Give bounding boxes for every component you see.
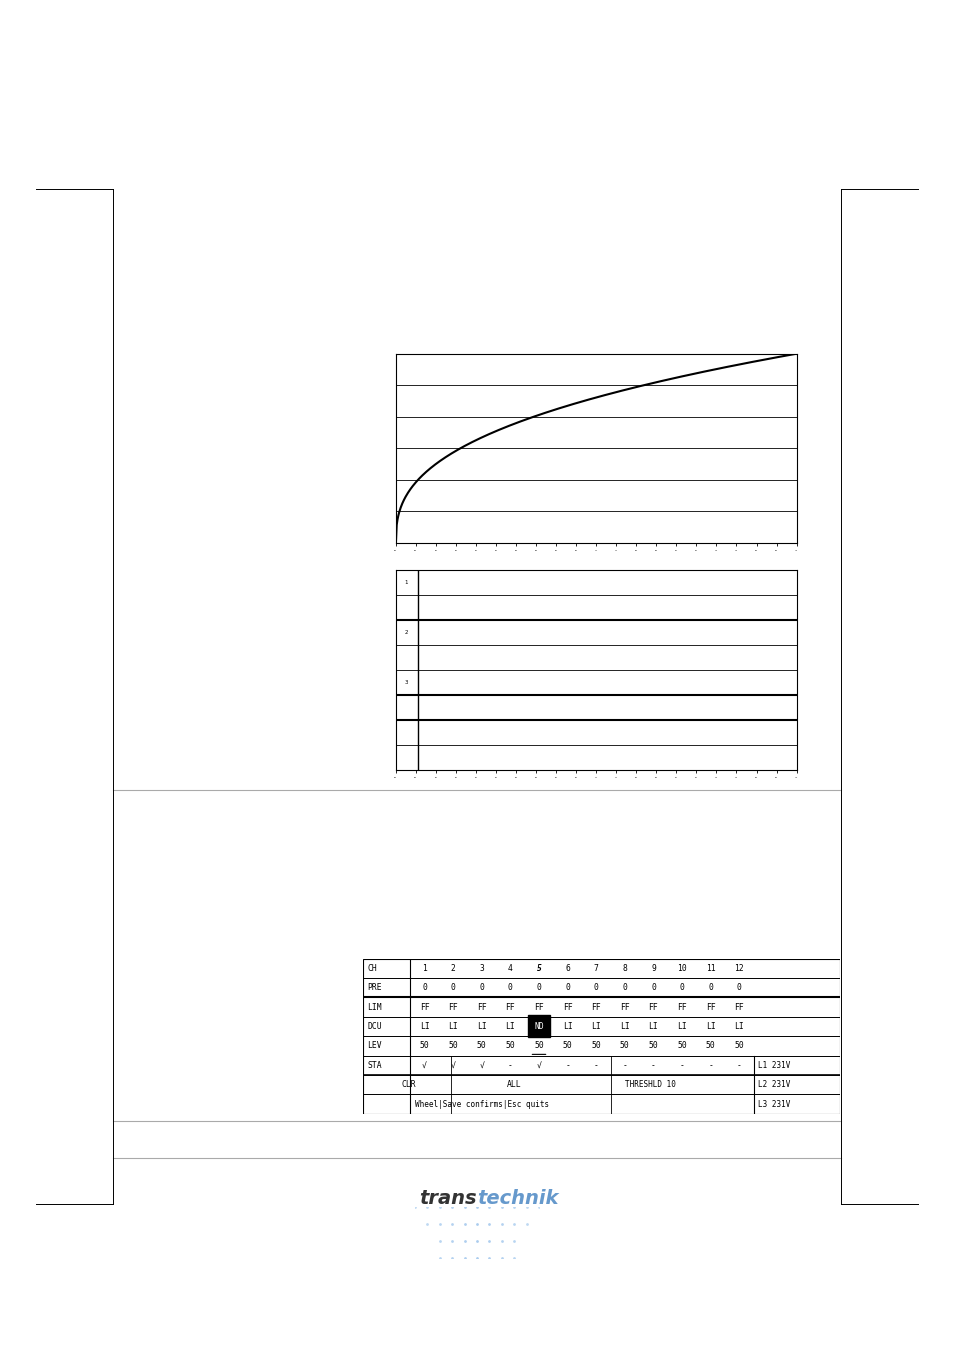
Text: 11: 11 <box>705 964 715 973</box>
Text: FF: FF <box>476 1003 486 1011</box>
Text: FF: FF <box>591 1003 600 1011</box>
Text: L3 231V: L3 231V <box>758 1099 790 1108</box>
Text: 4: 4 <box>507 964 513 973</box>
Text: 50: 50 <box>505 1041 515 1050</box>
Text: FF: FF <box>562 1003 572 1011</box>
Text: ND: ND <box>534 1022 543 1031</box>
Text: 50: 50 <box>619 1041 629 1050</box>
Text: -: - <box>736 1061 741 1069</box>
Text: 0: 0 <box>536 983 541 992</box>
Text: 0: 0 <box>707 983 713 992</box>
Text: 5: 5 <box>536 964 541 973</box>
Text: 50: 50 <box>476 1041 486 1050</box>
Text: LI: LI <box>419 1022 429 1031</box>
Text: L1 231V: L1 231V <box>758 1061 790 1069</box>
Text: 0: 0 <box>507 983 513 992</box>
Text: -: - <box>707 1061 713 1069</box>
Text: 12: 12 <box>734 964 743 973</box>
Text: 1: 1 <box>421 964 427 973</box>
Text: 0: 0 <box>593 983 598 992</box>
Text: 0: 0 <box>421 983 427 992</box>
Text: LI: LI <box>562 1022 572 1031</box>
Text: 0: 0 <box>478 983 484 992</box>
Text: FF: FF <box>705 1003 715 1011</box>
Text: FF: FF <box>734 1003 743 1011</box>
Text: -: - <box>621 1061 627 1069</box>
Text: FF: FF <box>677 1003 686 1011</box>
Text: FF: FF <box>534 1003 543 1011</box>
Text: DCU: DCU <box>367 1022 381 1031</box>
Text: LEV: LEV <box>367 1041 381 1050</box>
Text: THRESHLD 10: THRESHLD 10 <box>624 1080 675 1089</box>
Text: 0: 0 <box>679 983 684 992</box>
Text: 50: 50 <box>734 1041 743 1050</box>
Text: 10: 10 <box>677 964 686 973</box>
Text: 50: 50 <box>705 1041 715 1050</box>
Text: 50: 50 <box>562 1041 572 1050</box>
Text: 9: 9 <box>650 964 656 973</box>
Text: LI: LI <box>648 1022 658 1031</box>
Text: FF: FF <box>448 1003 457 1011</box>
Text: CLR: CLR <box>401 1080 416 1089</box>
Text: 2: 2 <box>404 629 407 634</box>
Text: 3: 3 <box>478 964 484 973</box>
Text: 0: 0 <box>650 983 656 992</box>
Text: LI: LI <box>677 1022 686 1031</box>
Text: 6: 6 <box>564 964 570 973</box>
Text: 50: 50 <box>534 1041 543 1050</box>
Text: FF: FF <box>648 1003 658 1011</box>
Text: 0: 0 <box>564 983 570 992</box>
Text: 0: 0 <box>450 983 456 992</box>
Text: FF: FF <box>505 1003 515 1011</box>
Text: PRE: PRE <box>367 983 381 992</box>
Text: √: √ <box>421 1061 427 1069</box>
Text: LI: LI <box>591 1022 600 1031</box>
Text: 2: 2 <box>450 964 456 973</box>
Text: LI: LI <box>448 1022 457 1031</box>
Text: 50: 50 <box>677 1041 686 1050</box>
Text: CH: CH <box>367 964 376 973</box>
Text: FF: FF <box>419 1003 429 1011</box>
Text: trans: trans <box>419 1189 476 1208</box>
Text: LI: LI <box>705 1022 715 1031</box>
Text: 50: 50 <box>448 1041 457 1050</box>
Text: 1: 1 <box>404 579 407 585</box>
Text: -: - <box>593 1061 598 1069</box>
Text: 0: 0 <box>736 983 741 992</box>
Text: 0: 0 <box>621 983 627 992</box>
Text: technik: technik <box>476 1189 558 1208</box>
Text: ALL: ALL <box>506 1080 520 1089</box>
Text: -: - <box>564 1061 570 1069</box>
Text: STA: STA <box>367 1061 381 1069</box>
Text: √: √ <box>450 1061 456 1069</box>
Text: -: - <box>679 1061 684 1069</box>
Text: 50: 50 <box>419 1041 429 1050</box>
Text: LI: LI <box>505 1022 515 1031</box>
Text: LIM: LIM <box>367 1003 381 1011</box>
Text: √: √ <box>478 1061 484 1069</box>
Text: -: - <box>507 1061 513 1069</box>
Text: Wheel|Save confirms|Esc quits: Wheel|Save confirms|Esc quits <box>415 1099 549 1108</box>
Text: LI: LI <box>734 1022 743 1031</box>
Text: 50: 50 <box>591 1041 600 1050</box>
Text: 7: 7 <box>593 964 598 973</box>
Text: FF: FF <box>619 1003 629 1011</box>
Text: -: - <box>650 1061 656 1069</box>
Text: 3: 3 <box>404 679 407 684</box>
Text: L2 231V: L2 231V <box>758 1080 790 1089</box>
Text: 50: 50 <box>648 1041 658 1050</box>
Text: LI: LI <box>476 1022 486 1031</box>
Text: √: √ <box>536 1061 541 1069</box>
Text: LI: LI <box>619 1022 629 1031</box>
Text: 8: 8 <box>621 964 627 973</box>
